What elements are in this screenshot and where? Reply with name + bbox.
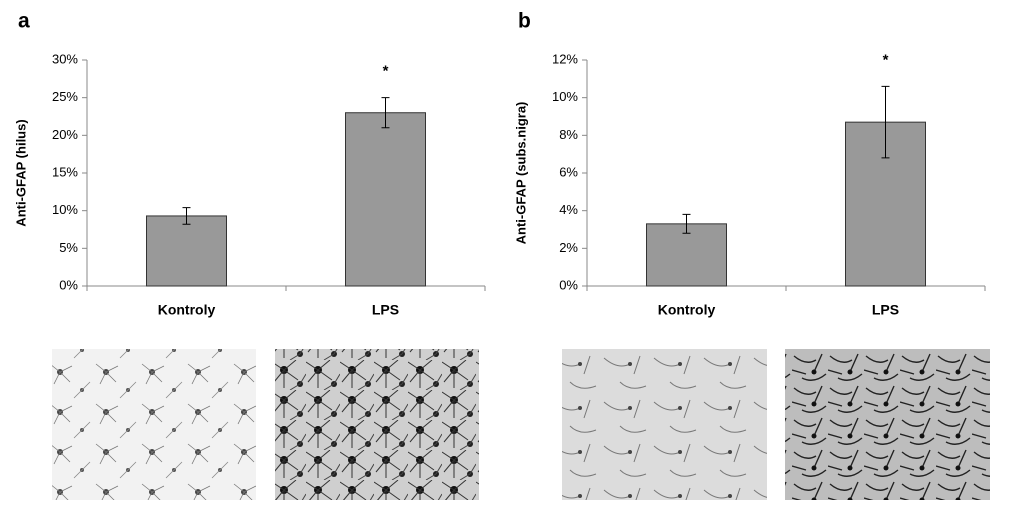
- y-tick-label: 5%: [59, 240, 78, 255]
- y-tick-label: 0%: [59, 277, 78, 292]
- y-tick-label: 4%: [559, 202, 578, 217]
- panel-label: a: [18, 10, 30, 33]
- y-tick-label: 10%: [552, 89, 578, 104]
- y-tick-label: 30%: [52, 51, 78, 66]
- error-bar: [182, 207, 191, 225]
- significance-marker: *: [883, 51, 889, 68]
- x-tick-label: Kontroly: [658, 302, 716, 318]
- y-tick-label: 6%: [559, 164, 578, 179]
- micrograph: [562, 349, 767, 500]
- x-tick-label: Kontroly: [158, 302, 216, 318]
- x-tick-label: LPS: [372, 302, 399, 318]
- error-bar: [682, 213, 691, 234]
- y-tick-label: 12%: [552, 51, 578, 66]
- y-tick-label: 0%: [559, 277, 578, 292]
- y-tick-label: 2%: [559, 240, 578, 255]
- bar: [146, 215, 227, 287]
- y-tick-label: 15%: [52, 164, 78, 179]
- error-bar: [881, 85, 890, 159]
- y-tick-label: 10%: [52, 202, 78, 217]
- significance-marker: *: [383, 63, 389, 80]
- bar: [646, 223, 727, 287]
- x-tick-label: LPS: [872, 302, 899, 318]
- micrograph: [275, 349, 479, 500]
- micrograph: [785, 349, 990, 500]
- y-axis-label: Anti-GFAP (hilus): [13, 119, 28, 226]
- y-tick-label: 20%: [52, 127, 78, 142]
- micrograph: [52, 349, 256, 500]
- bar: [345, 112, 426, 287]
- y-axis-label: Anti-GFAP (subs.nigra): [513, 102, 528, 245]
- y-tick-label: 25%: [52, 89, 78, 104]
- error-bar: [381, 97, 390, 129]
- panel-label: b: [518, 10, 531, 33]
- y-tick-label: 8%: [559, 127, 578, 142]
